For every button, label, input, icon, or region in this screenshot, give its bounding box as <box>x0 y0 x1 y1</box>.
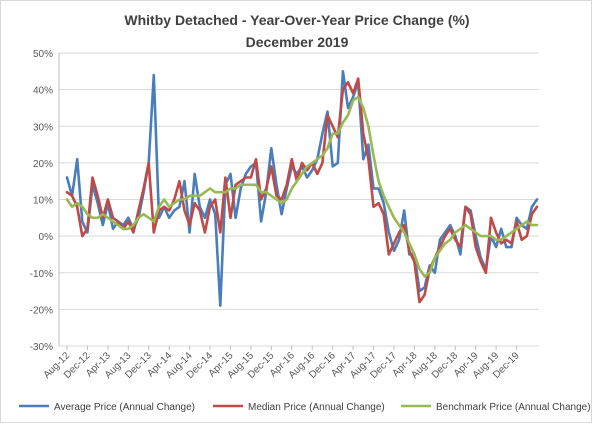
y-tick-label: 20% <box>33 159 53 170</box>
y-axis-ticks: 50% 40% 30% 20% 10% 0% -10% -20% -30% <box>30 49 53 353</box>
y-tick-label: -20% <box>30 305 53 316</box>
y-tick-label: -30% <box>30 342 53 353</box>
y-tick-label: 30% <box>33 122 53 133</box>
series-line-1 <box>65 77 539 304</box>
series-line-2 <box>65 95 539 278</box>
chart-subtitle: December 2019 <box>246 34 349 50</box>
legend: Average Price (Annual Change) Median Pric… <box>19 402 591 413</box>
y-tick-label: 50% <box>33 49 53 60</box>
y-tick-label: 10% <box>33 196 53 207</box>
legend-label-1: Median Price (Annual Change) <box>248 402 385 413</box>
y-tick-label: 0% <box>39 232 54 243</box>
x-axis-ticks: Aug-12Dec-12Apr-13Aug-13Dec-13Apr-14Aug-… <box>42 346 522 381</box>
grid <box>58 52 539 347</box>
legend-label-2: Benchmark Price (Annual Change) <box>436 402 591 413</box>
y-tick-label: -10% <box>30 269 53 280</box>
y-tick-label: 40% <box>33 86 53 97</box>
series-line-0 <box>65 70 539 308</box>
legend-label-0: Average Price (Annual Change) <box>54 402 195 413</box>
chart-title: Whitby Detached - Year-Over-Year Price C… <box>124 12 469 28</box>
series-lines <box>65 70 539 308</box>
